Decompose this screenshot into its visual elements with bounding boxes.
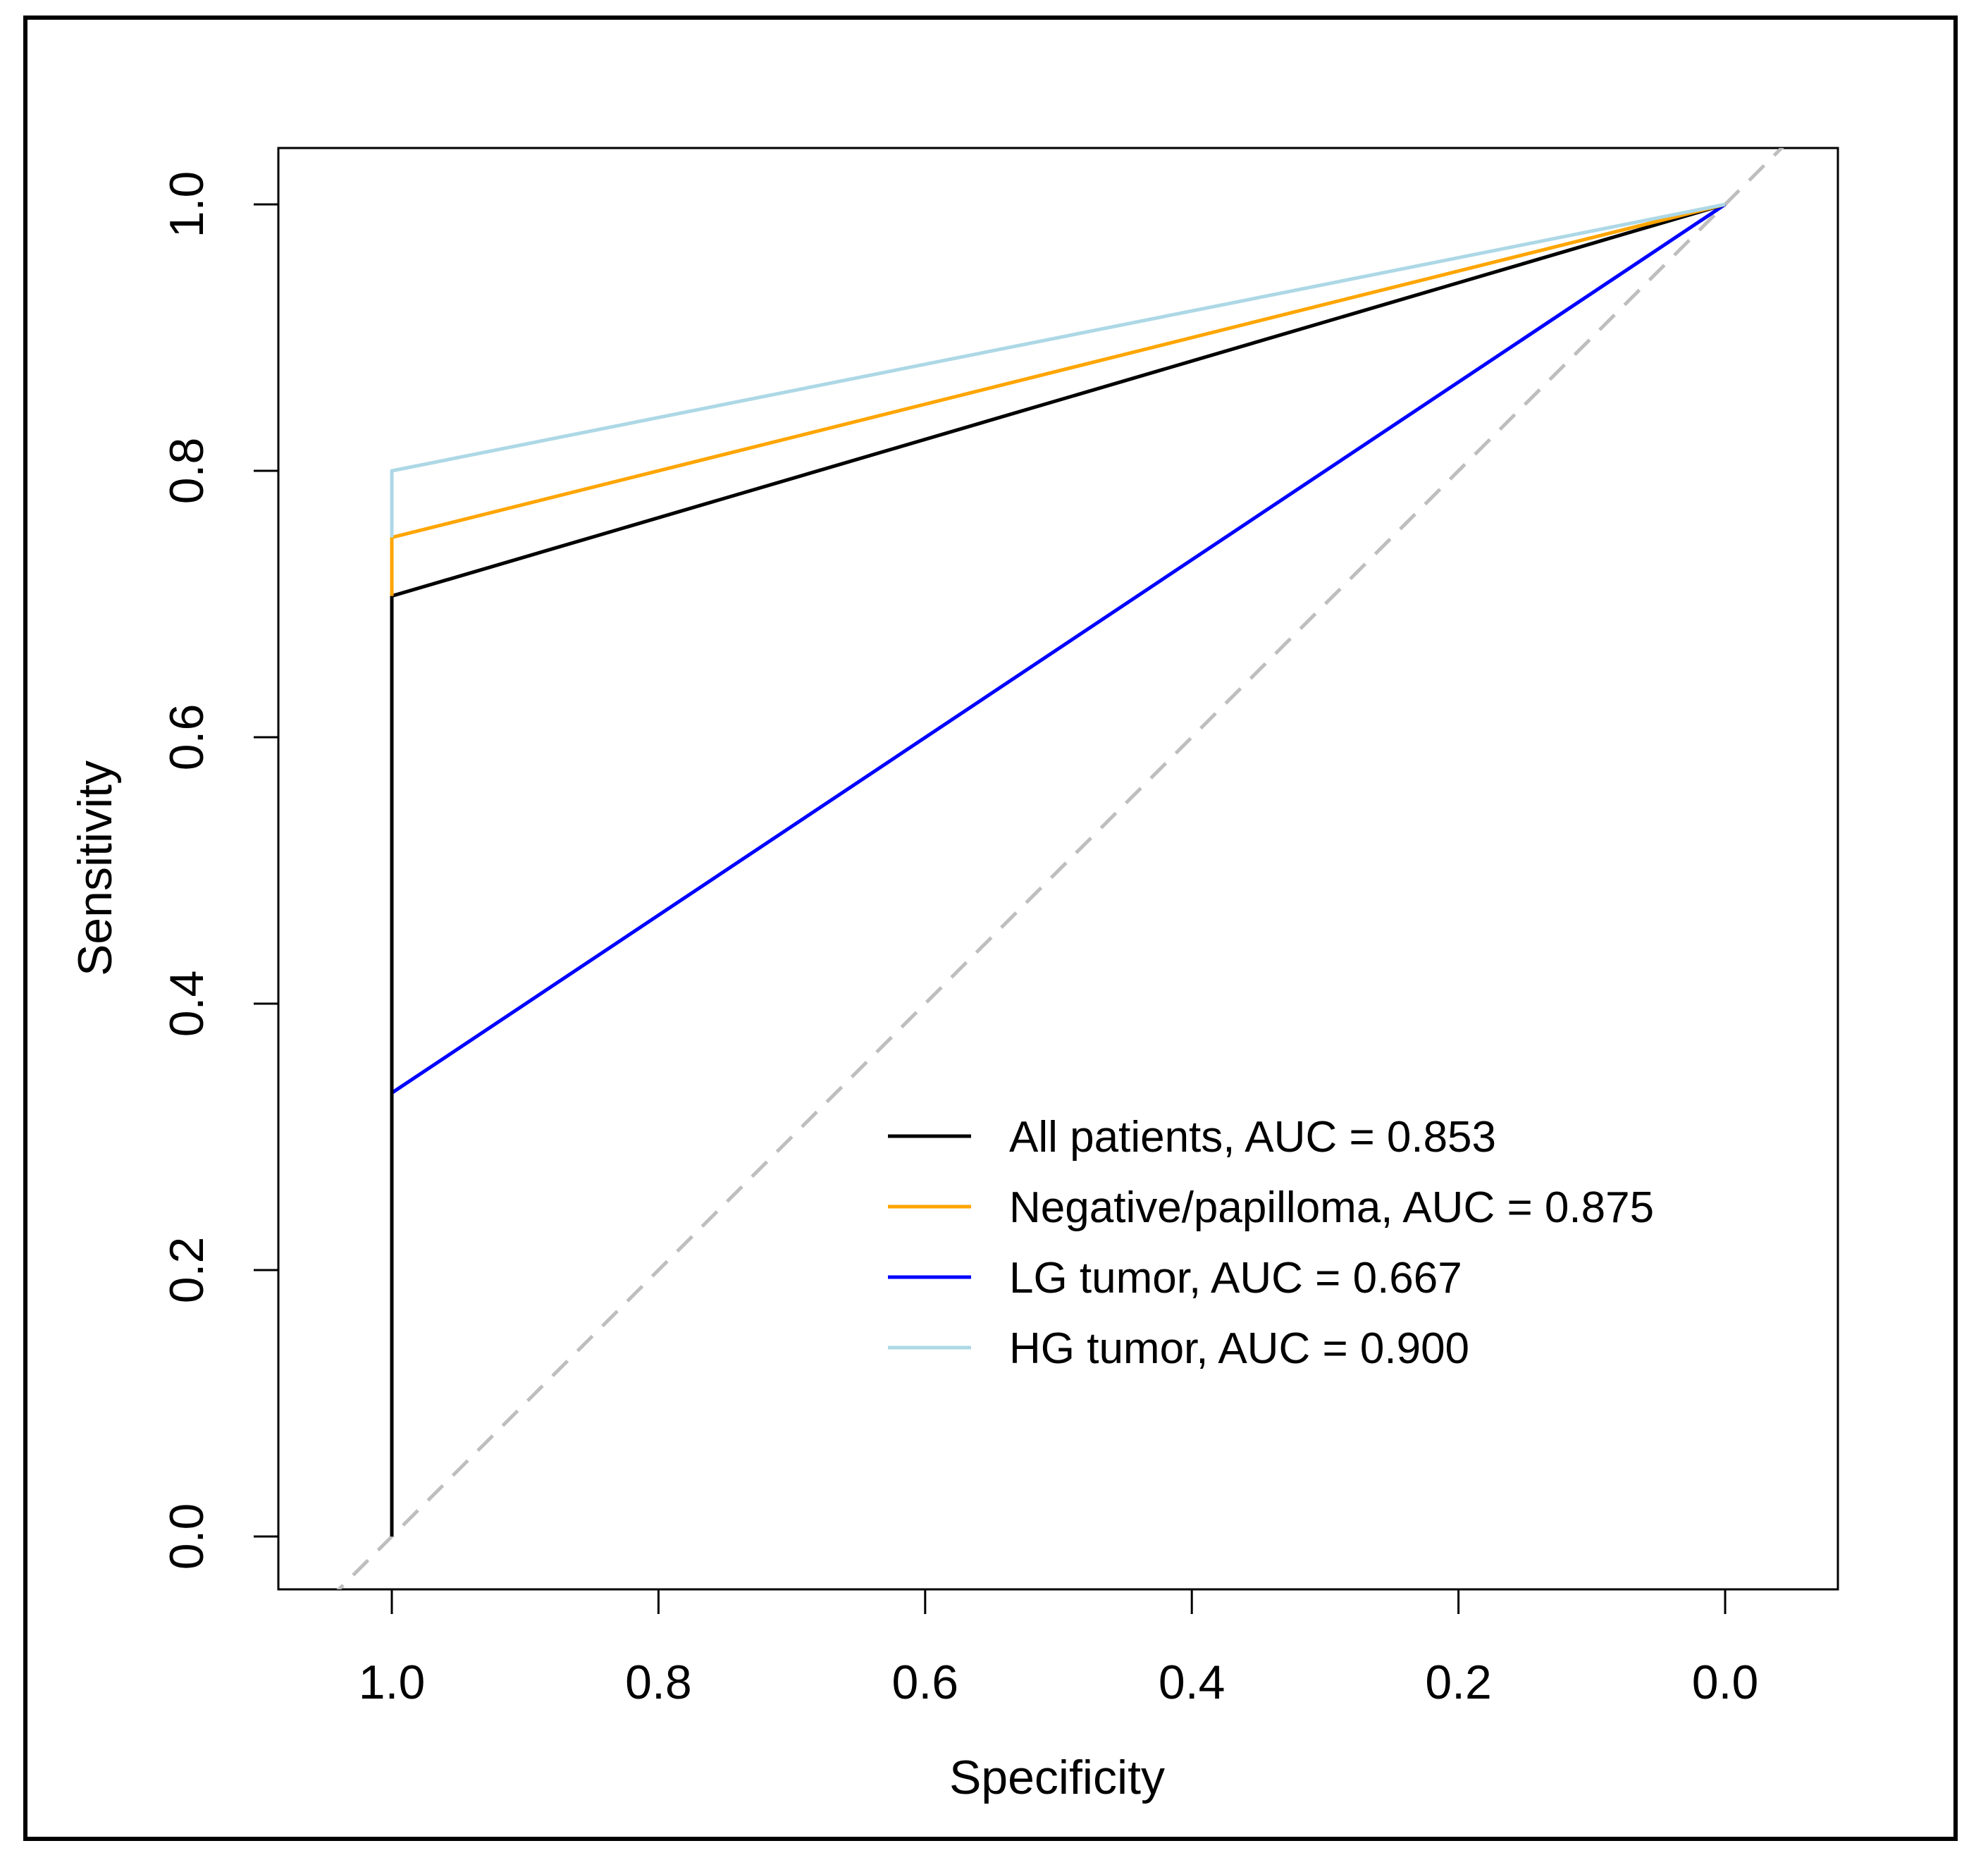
y-tick-label: 0.8 — [160, 438, 214, 505]
x-tick-label: 0.2 — [1425, 1656, 1492, 1709]
x-axis-label: Specificity — [949, 1751, 1165, 1804]
y-tick-label: 0.0 — [160, 1503, 214, 1570]
y-tick-label: 0.6 — [160, 704, 214, 771]
reference-diagonal-line — [336, 148, 1784, 1589]
y-tick-label: 0.4 — [160, 971, 214, 1037]
y-axis-label: Sensitivity — [68, 760, 122, 976]
x-tick-label: 1.0 — [359, 1656, 426, 1709]
y-tick-label: 1.0 — [160, 171, 214, 238]
legend: All patients, AUC = 0.853 Negative/papill… — [888, 1113, 1654, 1373]
x-tick-label: 0.4 — [1159, 1656, 1225, 1709]
legend-label: HG tumor, AUC = 0.900 — [1009, 1324, 1469, 1373]
legend-label: Negative/papilloma, AUC = 0.875 — [1009, 1183, 1654, 1232]
roc-line-hg-tumor — [390, 202, 1726, 538]
figure-frame — [23, 16, 1958, 1841]
x-tick-label: 0.6 — [892, 1656, 959, 1709]
x-tick-label: 0.0 — [1692, 1656, 1759, 1709]
x-tick-label: 0.8 — [625, 1656, 692, 1709]
y-tick-label: 0.2 — [160, 1237, 214, 1304]
legend-label: LG tumor, AUC = 0.667 — [1009, 1254, 1462, 1302]
legend-label: All patients, AUC = 0.853 — [1009, 1113, 1496, 1162]
